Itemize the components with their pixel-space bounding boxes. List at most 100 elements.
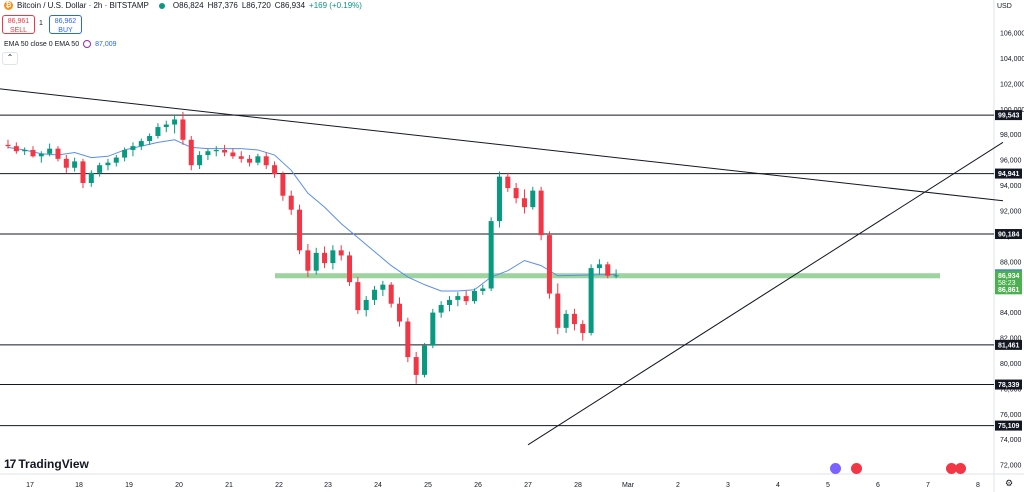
trendlines [0,88,1004,446]
x-tick-label: 25 [424,482,432,489]
sell-button[interactable]: 86,961 SELL [2,15,35,34]
tradingview-logo-icon: 17 [4,457,16,471]
candle-body [355,282,361,311]
sell-price: 86,961 [7,18,30,25]
candlestick-series [5,111,619,384]
y-tick-label: 78,000 [1000,386,1022,393]
indicator-legend[interactable]: EMA 50 close 0 EMA 50 87,009 [4,40,117,48]
settings-icon[interactable]: ⚙ [1005,478,1014,488]
price-change: +169 (+0.19%) [309,1,362,10]
buy-button[interactable]: 86,962 BUY [49,15,82,34]
event-marker-icon[interactable] [830,463,841,474]
candle-body [47,148,53,154]
x-tick-label: 7 [926,482,930,489]
spread-value: 1 [39,20,43,27]
candle-body [30,149,36,157]
y-tick-label: 104,000 [1000,56,1024,63]
x-tick-label: 26 [474,482,482,489]
candle-body [380,284,386,290]
collapse-legend-button[interactable]: ⌃ [2,52,18,65]
indicator-settings-icon[interactable] [83,40,92,48]
y-tick-label: 94,000 [1000,183,1022,190]
candle-body [155,127,161,136]
candle-body [596,264,602,269]
candle-body [571,313,577,325]
market-status-icon [158,2,165,9]
y-tick-label: 88,000 [1000,259,1022,266]
candle-body [97,165,103,173]
currency-selector[interactable]: USD [997,3,1012,10]
time-axis: 17 18 19 20 21 22 23 24 25 26 27 28 Mar 2 3 4 5 6 7 8 [26,482,980,489]
candle-body [197,155,203,166]
x-tick-label: 28 [574,482,582,489]
level-price-label: 78,339 [998,382,1020,389]
level-price-label: 75,109 [998,423,1020,430]
x-tick-label: 6 [876,482,880,489]
x-tick-label: 27 [524,482,532,489]
level-price-tag [995,168,1022,179]
x-tick-label: Mar [622,482,635,489]
x-tick-label: 23 [324,482,332,489]
candle-body [422,345,427,375]
ascending-support-trendline [527,141,1004,446]
candle-body [147,135,153,142]
candle-body [530,190,536,208]
candle-body [180,119,186,140]
y-tick-label: 82,000 [1000,336,1022,343]
candle-body [122,149,128,158]
candle-body [563,313,569,328]
candle-body [255,156,261,163]
bitcoin-icon: ₿ [4,1,13,10]
candle-body [605,264,611,276]
x-tick-label: 20 [175,482,183,489]
y-tick-label: 80,000 [1000,361,1022,368]
x-tick-label: 22 [275,482,283,489]
y-tick-label: 72,000 [1000,463,1022,470]
candle-body [488,221,494,289]
candle-body [505,176,511,189]
candle-body [247,158,253,163]
us-flag-icon[interactable] [955,463,966,474]
bid-price-label: 86,861 [998,287,1020,294]
level-price-label: 99,543 [998,113,1020,120]
y-tick-label: 106,000 [1000,31,1024,38]
candle-body [55,148,61,159]
candle-body [347,255,353,283]
candle-body [313,252,319,271]
candle-body [80,161,86,183]
level-price-label: 90,184 [998,232,1020,239]
candle-body [438,304,444,313]
x-tick-label: 17 [26,482,34,489]
ohlc-low: L86,720 [241,1,271,10]
us-flag-icon[interactable] [946,463,957,474]
candle-body [363,299,369,311]
x-tick-label: 3 [726,482,730,489]
candle-body [496,176,502,222]
candle-body [22,149,28,152]
y-tick-label: 92,000 [1000,208,1022,215]
indicator-label: EMA 50 close 0 EMA 50 [4,40,80,48]
candle-body [405,321,411,358]
candle-body [188,139,194,166]
candle-body [263,156,269,166]
candle-body [230,152,236,157]
symbol-title[interactable]: Bitcoin / U.S. Dollar · 2h · BITSTAMP [17,1,149,10]
descending-resistance-trendline [0,88,1004,202]
x-tick-label: 2 [676,482,680,489]
candle-body [63,158,69,168]
symbol-header: ₿ Bitcoin / U.S. Dollar · 2h · BITSTAMP … [4,1,362,10]
candle-body [205,151,211,156]
candle-body [372,289,378,300]
support-resistance-levels [0,114,994,427]
us-flag-icon[interactable] [851,463,862,474]
candle-body [322,252,328,264]
x-tick-label: 19 [125,482,133,489]
candle-body [138,141,144,147]
candle-body [430,312,436,346]
level-price-tag [995,229,1022,240]
candle-body [5,144,11,147]
price-axis: 72,000 74,000 76,000 78,000 80,000 82,000 84,0… [995,31,1024,470]
candle-body [538,190,544,236]
